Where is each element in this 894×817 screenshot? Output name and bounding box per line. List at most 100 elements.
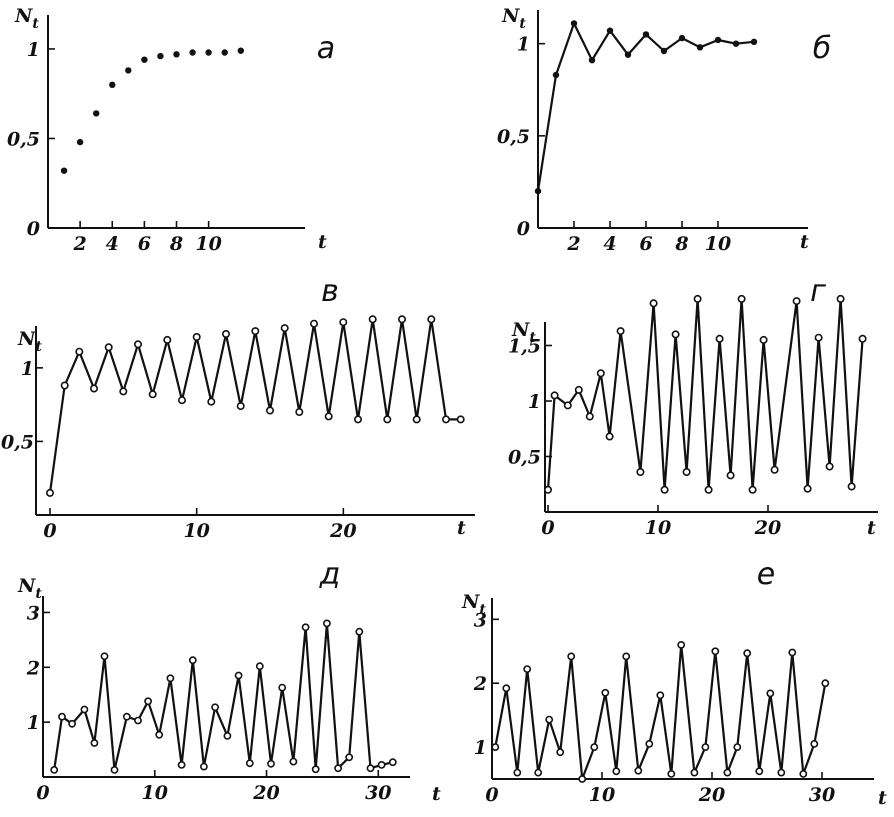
data-point — [324, 412, 333, 421]
chart-panel-g: 0 10 20 0,5 1 1,5Nt t г — [508, 274, 878, 539]
data-point — [821, 679, 830, 688]
data-point — [75, 347, 84, 356]
y-tick-label: 0,5 — [508, 447, 541, 469]
data-point — [334, 764, 342, 773]
data-point — [777, 768, 786, 777]
data-point — [144, 697, 152, 706]
data-point — [690, 768, 699, 777]
data-point — [715, 334, 724, 343]
x-tick-label: 10 — [142, 782, 168, 804]
x-tick-label: 20 — [698, 784, 725, 806]
data-point — [339, 318, 348, 327]
data-point — [534, 768, 543, 777]
data-point — [570, 20, 578, 27]
data-point — [671, 330, 680, 339]
data-point — [737, 294, 746, 303]
data-point — [355, 627, 364, 636]
data-point — [588, 57, 596, 64]
y-tick-label: 0 — [517, 218, 530, 240]
data-point — [693, 294, 702, 303]
y-axis-label: Nt — [17, 328, 42, 355]
data-point — [251, 327, 260, 336]
data-point — [155, 730, 164, 739]
data-point — [550, 391, 559, 400]
data-point — [612, 767, 621, 776]
data-point — [585, 412, 594, 421]
series-line — [494, 643, 827, 781]
x-axis-label: t — [457, 517, 466, 539]
y-tick-label: 1 — [21, 358, 34, 380]
data-point — [265, 406, 274, 415]
data-point — [397, 315, 406, 324]
x-tick-label: 6 — [639, 233, 652, 255]
data-point — [199, 762, 208, 771]
x-tick-label: 20 — [329, 520, 356, 542]
data-point — [701, 743, 710, 751]
data-point — [814, 333, 823, 342]
data-point — [766, 689, 775, 698]
data-point — [825, 462, 834, 471]
y-tick-label: 2 — [473, 673, 487, 695]
data-point — [677, 641, 686, 649]
data-point — [189, 49, 196, 56]
data-point — [755, 767, 764, 776]
data-point — [770, 465, 779, 474]
data-point — [733, 743, 742, 751]
data-point — [45, 488, 54, 497]
data-point — [732, 40, 740, 47]
x-tick-label: 6 — [138, 233, 151, 255]
y-tick-label: 1 — [27, 39, 40, 61]
data-point — [255, 662, 264, 671]
data-point — [759, 335, 768, 344]
data-point — [412, 415, 421, 424]
data-point — [211, 703, 219, 712]
data-point — [667, 770, 676, 778]
y-tick-label: 1 — [27, 712, 40, 734]
data-point — [188, 656, 197, 665]
data-point — [100, 652, 109, 661]
data-point — [605, 432, 614, 441]
data-point — [345, 753, 354, 762]
data-point — [50, 766, 59, 774]
data-point — [636, 467, 645, 476]
data-point — [502, 684, 511, 693]
data-point — [656, 691, 665, 700]
data-point — [295, 407, 304, 416]
x-tick-label: 10 — [183, 520, 209, 542]
data-point — [368, 315, 377, 324]
series-line — [536, 22, 755, 192]
data-point — [104, 343, 113, 352]
data-point — [574, 385, 583, 394]
y-axis-label: Nt — [14, 5, 39, 32]
data-point — [792, 297, 801, 306]
x-tick-label: 0 — [485, 784, 498, 806]
data-point — [590, 743, 599, 751]
chart-panel-a: 2 4 6 8 10 0 0,5 1 Nt t а — [7, 5, 335, 255]
x-tick-label: 30 — [809, 784, 835, 806]
data-point — [68, 719, 76, 728]
data-point — [678, 34, 686, 42]
y-axis-label: Nt — [461, 591, 486, 618]
data-point — [456, 415, 465, 424]
x-tick-label: 0 — [541, 517, 554, 539]
data-point — [76, 138, 84, 146]
panel-letter: б — [813, 31, 832, 66]
x-tick-label: 30 — [365, 782, 391, 804]
data-point — [245, 759, 254, 768]
data-point — [141, 56, 148, 63]
data-point — [682, 467, 691, 476]
y-tick-label: 0,5 — [497, 126, 530, 148]
data-point — [119, 387, 128, 396]
data-point — [491, 743, 500, 751]
x-tick-label: 2 — [566, 233, 580, 255]
data-point — [596, 369, 605, 378]
data-point — [178, 396, 187, 405]
data-point — [93, 110, 100, 117]
data-point — [90, 384, 99, 393]
data-point — [748, 485, 757, 494]
data-point — [803, 484, 812, 493]
data-point — [60, 381, 69, 390]
data-point — [278, 683, 287, 692]
data-point — [173, 51, 180, 58]
